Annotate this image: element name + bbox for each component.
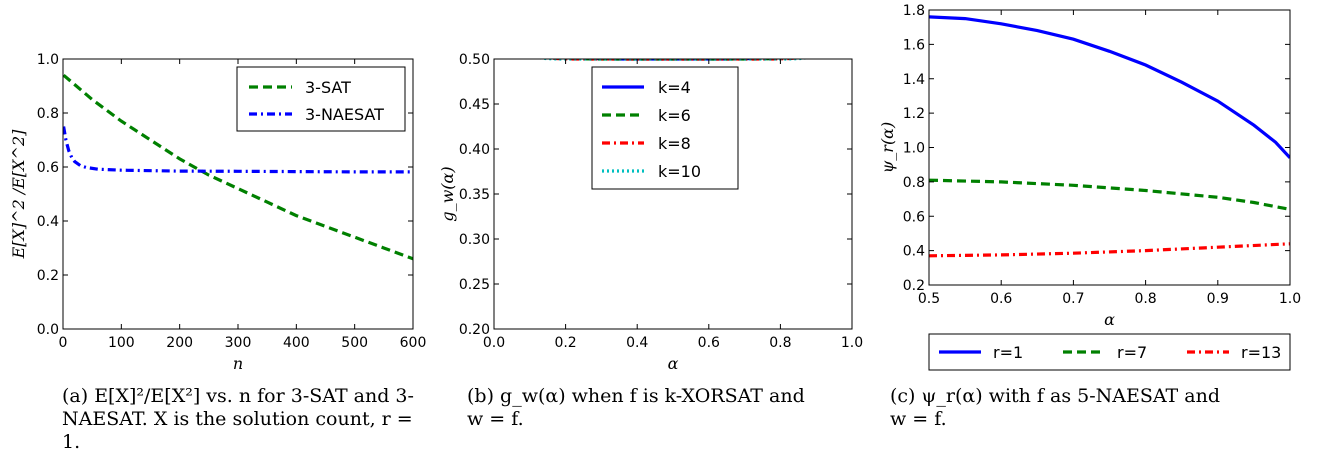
series-line-r-1 bbox=[929, 15, 1290, 159]
y-axis-label: g_w(α) bbox=[438, 166, 457, 221]
series-line-3-naesat bbox=[63, 126, 413, 174]
legend-label: 3-NAESAT bbox=[305, 105, 384, 124]
y-axis-label: ψ_r(α) bbox=[878, 122, 897, 173]
series-line-k-6 bbox=[561, 59, 785, 61]
y-tick-label: 0.0 bbox=[37, 322, 59, 338]
y-tick-label: 1.2 bbox=[903, 106, 925, 122]
series-line-k-8 bbox=[547, 59, 799, 61]
plot-area bbox=[63, 73, 413, 261]
legend-label: r=1 bbox=[993, 343, 1023, 362]
caption-a-line-1: (a) E[X]²/E[X²] vs. n for 3-SAT and 3- bbox=[62, 385, 414, 407]
panel-c-chart: 0.5 0.6 0.7 0.8 0.9 1.0 0.2 0.4 0.6 0.8 1.0 1.2 1.4 1… bbox=[878, 3, 1301, 371]
x-tick-label: 1.0 bbox=[1279, 291, 1301, 307]
series-line-k-4 bbox=[584, 59, 762, 61]
caption-b: (b) g_w(α) when f is k-XORSAT and w = f. bbox=[467, 385, 857, 431]
series-line-k-10 bbox=[537, 59, 809, 61]
legend: 3-SAT 3-NAESAT bbox=[236, 66, 406, 132]
x-tick-label: 0.5 bbox=[918, 291, 940, 307]
y-tick-label: 0.2 bbox=[37, 268, 59, 284]
y-tick-label: 0.20 bbox=[459, 322, 490, 338]
y-tick-label: 1.4 bbox=[903, 72, 925, 88]
x-axis-label: α bbox=[1104, 310, 1115, 329]
x-tick-label: 0.6 bbox=[698, 335, 720, 351]
legend-label: k=6 bbox=[658, 106, 691, 125]
legend-label: k=10 bbox=[658, 162, 701, 181]
legend-label: 3-SAT bbox=[305, 78, 351, 97]
caption-a-line-3: 1. bbox=[62, 431, 81, 453]
panel-b-chart: 0.0 0.2 0.4 0.6 0.8 1.0 0.20 0.25 0.30 0.35 0.40 0.… bbox=[438, 52, 863, 373]
series-line-r-13 bbox=[929, 242, 1290, 258]
plot-area bbox=[537, 59, 809, 61]
x-tick-label: 0.4 bbox=[626, 335, 648, 351]
x-tick-label: 100 bbox=[108, 335, 135, 351]
y-tick-label: 0.35 bbox=[459, 187, 490, 203]
plot-area bbox=[929, 15, 1290, 258]
caption-a-line-2: NAESAT. X is the solution count, r = bbox=[62, 408, 413, 430]
x-axis-label: α bbox=[668, 354, 679, 373]
x-tick-label: 1.0 bbox=[841, 335, 863, 351]
legend: k=4 k=6 k=8 k=10 bbox=[591, 66, 739, 190]
x-tick-label: 0 bbox=[59, 335, 68, 351]
y-tick-label: 0.50 bbox=[459, 52, 490, 68]
legend-label: k=4 bbox=[658, 78, 691, 97]
y-tick-label: 0.8 bbox=[37, 106, 59, 122]
panel-a-chart: 0 100 200 300 400 500 600 0.0 0.2 0.4 0.6 0.8 1.0 n E[… bbox=[9, 52, 426, 373]
legend: r=1 r=7 r=13 bbox=[928, 333, 1291, 371]
x-tick-label: 500 bbox=[341, 335, 368, 351]
caption-b-line-2: w = f. bbox=[467, 408, 524, 430]
x-tick-label: 300 bbox=[225, 335, 252, 351]
legend-label: k=8 bbox=[658, 134, 691, 153]
x-tick-label: 0.7 bbox=[1062, 291, 1084, 307]
caption-a: (a) E[X]²/E[X²] vs. n for 3-SAT and 3- N… bbox=[62, 385, 432, 454]
x-tick-label: 200 bbox=[166, 335, 193, 351]
y-tick-label: 0.2 bbox=[903, 278, 925, 294]
x-tick-label: 0.8 bbox=[769, 335, 791, 351]
x-tick-label: 600 bbox=[400, 335, 427, 351]
x-tick-label: 400 bbox=[283, 335, 310, 351]
series-line-r-7 bbox=[929, 178, 1290, 211]
x-tick-label: 0.8 bbox=[1134, 291, 1156, 307]
y-tick-label: 0.45 bbox=[459, 97, 490, 113]
y-tick-label: 1.0 bbox=[903, 141, 925, 157]
y-tick-label: 1.6 bbox=[903, 37, 925, 53]
caption-c: (c) ψ_r(α) with f as 5-NAESAT and w = f. bbox=[890, 385, 1290, 431]
x-tick-label: 0.6 bbox=[990, 291, 1012, 307]
x-axis-label: n bbox=[233, 354, 243, 373]
y-axis-label: E[X]^2 /E[X^2] bbox=[9, 129, 28, 260]
y-tick-label: 0.8 bbox=[903, 175, 925, 191]
y-tick-label: 0.6 bbox=[903, 209, 925, 225]
y-tick-label: 0.40 bbox=[459, 142, 490, 158]
y-tick-label: 0.30 bbox=[459, 232, 490, 248]
legend-label: r=7 bbox=[1117, 343, 1147, 362]
caption-c-line-2: w = f. bbox=[890, 408, 947, 430]
y-tick-label: 1.0 bbox=[37, 52, 59, 68]
series-line-3-sat bbox=[63, 73, 413, 261]
y-tick-label: 0.4 bbox=[903, 244, 925, 260]
legend-label: r=13 bbox=[1241, 343, 1281, 362]
y-tick-label: 0.6 bbox=[37, 160, 59, 176]
y-tick-label: 1.8 bbox=[903, 3, 925, 19]
y-tick-label: 0.25 bbox=[459, 277, 490, 293]
caption-b-line-1: (b) g_w(α) when f is k-XORSAT and bbox=[467, 385, 805, 407]
y-tick-label: 0.4 bbox=[37, 214, 59, 230]
x-tick-label: 0.0 bbox=[483, 335, 505, 351]
x-tick-label: 0.2 bbox=[554, 335, 576, 351]
caption-c-line-1: (c) ψ_r(α) with f as 5-NAESAT and bbox=[890, 385, 1220, 407]
x-tick-label: 0.9 bbox=[1207, 291, 1229, 307]
